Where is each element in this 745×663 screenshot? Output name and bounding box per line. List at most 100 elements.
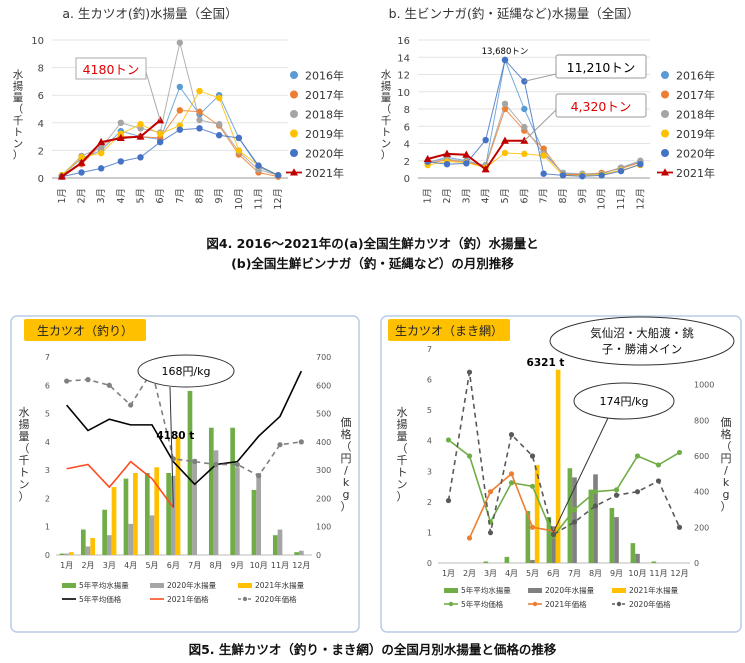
y-tick-label: 1 [427, 528, 432, 537]
price-point [634, 453, 641, 459]
y-tick-label: 10 [31, 36, 44, 47]
legend-swatch [238, 583, 252, 588]
legend-label: 2021年水揚量 [629, 585, 679, 595]
bar-5年平均水揚量 [144, 472, 150, 555]
x-tick-label: 8月 [558, 188, 569, 204]
series-line-2021年 [61, 119, 161, 178]
data-point [176, 83, 184, 91]
x-tick-label: 8月 [209, 561, 222, 570]
x-tick-label: 10月 [597, 188, 608, 210]
legend-marker [532, 601, 538, 607]
chart-a: a. 生カツオ(釣)水揚量（全国） 0 2 4 6 8 10 水揚量（千トン） 1月 2月 3月 4月… [13, 6, 344, 210]
y2-tick-label: 0 [694, 559, 699, 568]
x-tick-label: 2月 [77, 188, 88, 204]
y-tick-label: 12 [397, 71, 410, 82]
annotation-13680: 13,680トン [482, 47, 529, 57]
y-tick-label: 4 [404, 140, 410, 151]
y2-axis-label-char: ） [721, 500, 732, 513]
x-tick-label: 2月 [442, 188, 453, 204]
data-point [215, 132, 223, 139]
y2-axis-label-char: / [344, 464, 348, 477]
y2-tick-label: 1000 [694, 381, 714, 390]
price-point [613, 492, 620, 498]
bar-5年平均水揚量 [123, 478, 129, 555]
x-tick-label: 3月 [484, 569, 497, 578]
bar-5年平均水揚量 [208, 427, 214, 555]
price-point [445, 497, 452, 504]
y-axis-label-char: 揚 [397, 418, 408, 431]
y-tick-label: 8 [38, 64, 44, 75]
legend-marker [290, 71, 298, 79]
series-line-2019年 [427, 152, 641, 176]
bar-2020年水揚量 [149, 515, 155, 555]
series-line-2020年 [427, 58, 641, 177]
data-point [77, 158, 86, 166]
bar-5年平均水揚量 [166, 472, 171, 555]
price-point [634, 489, 641, 495]
x-tick-label: 8月 [589, 569, 602, 578]
bar-5年平均水揚量 [102, 509, 107, 555]
data-point [57, 172, 66, 180]
price-point [256, 473, 262, 479]
chart-b: b. 生ビンナガ(釣・延縄など)水揚量（全国） 0 2 4 6 8 10 12 14 16 水揚量（… [381, 6, 715, 210]
series-line-2019年 [61, 90, 279, 176]
data-point [617, 167, 625, 175]
y-axis-label-char: 揚 [19, 418, 30, 431]
chart-d: 生カツオ（まき網）01234567020040060080010001200水揚… [380, 315, 742, 633]
data-point [481, 165, 490, 173]
data-point [215, 94, 223, 102]
price-point [529, 483, 536, 489]
price-point [445, 437, 452, 443]
y-tick-label: 2 [38, 146, 44, 157]
data-point [176, 39, 184, 46]
y-tick-label: 6 [427, 376, 432, 385]
y-axis-label-char: ） [397, 490, 408, 503]
x-tick-label: 10月 [628, 569, 646, 578]
x-tick-label: 4月 [481, 188, 492, 204]
legend-label: 2019年 [305, 127, 344, 141]
data-point [78, 154, 85, 161]
y-tick-label: 6 [404, 122, 410, 133]
y-axis-label-char: 量 [381, 92, 392, 104]
legend-label: 2020年 [305, 147, 344, 161]
x-tick-label: 4月 [505, 569, 518, 578]
data-point [97, 149, 105, 157]
x-tick-label: 7月 [568, 569, 581, 578]
bar-2021年水揚量 [111, 487, 117, 555]
x-tick-label: 3月 [103, 561, 116, 570]
legend-marker [290, 168, 298, 176]
legend-marker [661, 71, 669, 79]
data-point [501, 100, 509, 108]
data-point [579, 173, 586, 180]
bar-5年平均水揚量 [630, 543, 636, 563]
bar-5年平均水揚量 [504, 556, 510, 563]
y2-tick-label: 400 [694, 488, 709, 497]
price-point [529, 453, 536, 459]
price-point [106, 382, 112, 388]
legend-marker [290, 129, 298, 138]
x-tick-label: 11月 [616, 188, 627, 210]
x-tick-label: 6月 [155, 188, 166, 204]
data-point [196, 87, 203, 95]
y-tick-label: 8 [404, 105, 410, 116]
price-point [298, 439, 304, 445]
y2-tick-label: 200 [316, 494, 331, 503]
x-tick-label: 9月 [214, 188, 225, 204]
legend-label: 5年平均価格 [461, 599, 504, 609]
data-point [235, 134, 243, 142]
series-line-2016年 [61, 85, 279, 176]
data-point [443, 161, 451, 168]
series-line-2017年 [427, 108, 641, 176]
y-tick-label: 10 [397, 88, 410, 99]
price-point [192, 459, 198, 465]
x-tick-label: 4月 [124, 561, 137, 570]
bar-2020年水揚量 [614, 517, 619, 563]
data-point [462, 150, 471, 158]
data-point [116, 133, 125, 141]
chart-tag-label: 生カツオ（釣り） [37, 323, 133, 338]
y-axis-label-char: 水 [13, 69, 24, 81]
note-line2: 子・勝浦メイン [602, 342, 683, 356]
bar-5年平均水揚量 [294, 552, 299, 555]
bar-5年平均水揚量 [483, 561, 489, 563]
figure4-caption-line2: (b)全国生鮮ビンナガ（釣・延縄など）の月別推移 [231, 256, 514, 271]
